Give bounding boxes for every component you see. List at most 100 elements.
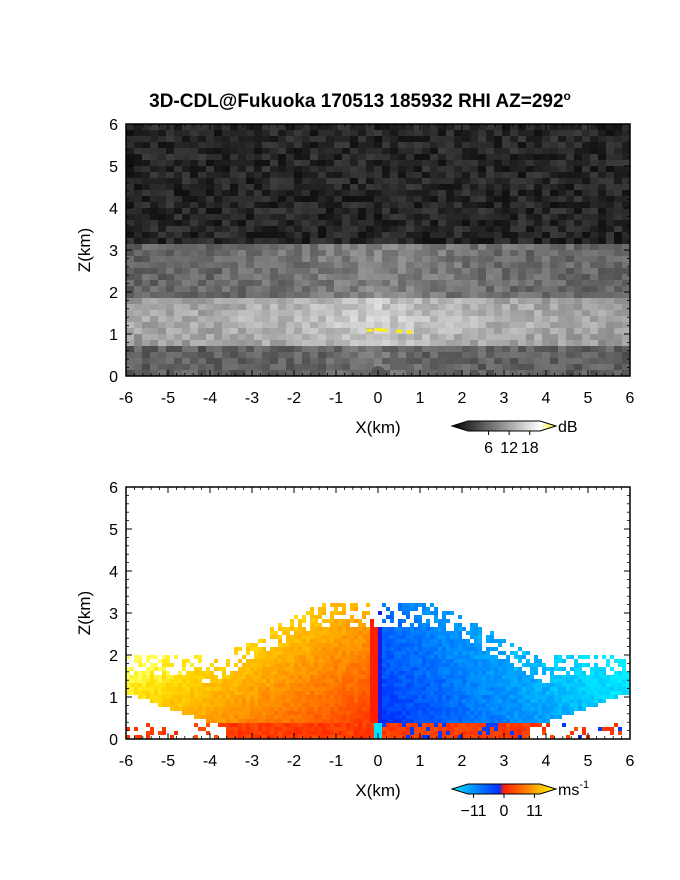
reflectivity-cell <box>510 190 518 196</box>
velocity-cell <box>434 627 438 631</box>
reflectivity-cell <box>374 334 382 340</box>
reflectivity-cell <box>150 238 158 244</box>
velocity-cell <box>430 639 434 643</box>
velocity-cell <box>490 695 494 699</box>
reflectivity-cell <box>518 334 526 340</box>
velocity-cell <box>398 643 402 647</box>
velocity-cell <box>350 647 354 651</box>
reflectivity-cell <box>518 196 526 202</box>
velocity-cell <box>350 707 354 711</box>
velocity-cell <box>586 687 590 691</box>
reflectivity-cell <box>598 208 606 214</box>
reflectivity-cell <box>478 334 486 340</box>
velocity-cell <box>514 703 518 707</box>
velocity-cell <box>314 635 318 639</box>
reflectivity-cell <box>222 268 230 274</box>
reflectivity-cell <box>454 340 462 346</box>
velocity-cell <box>230 679 234 683</box>
velocity-cell <box>434 707 438 711</box>
velocity-cell <box>182 711 186 715</box>
reflectivity-cell <box>566 298 574 304</box>
reflectivity-cell <box>246 232 254 238</box>
reflectivity-cell <box>574 268 582 274</box>
velocity-cell <box>362 667 366 671</box>
velocity-cell <box>306 667 310 671</box>
reflectivity-cell <box>534 298 542 304</box>
velocity-cell <box>250 683 254 687</box>
velocity-cell <box>590 691 594 695</box>
velocity-cell <box>222 695 226 699</box>
reflectivity-cell <box>606 196 614 202</box>
velocity-cell <box>426 659 430 663</box>
reflectivity-cell <box>462 358 470 364</box>
reflectivity-cell <box>230 196 238 202</box>
reflectivity-cell <box>270 292 278 298</box>
velocity-cell <box>254 643 258 647</box>
velocity-cell <box>306 643 310 647</box>
reflectivity-cell <box>534 370 542 376</box>
velocity-cell <box>470 623 474 627</box>
reflectivity-cell <box>398 250 406 256</box>
reflectivity-cell <box>590 346 598 352</box>
velocity-cell <box>606 683 610 687</box>
reflectivity-cell <box>342 352 350 358</box>
velocity-cell <box>386 651 390 655</box>
reflectivity-cell <box>326 142 334 148</box>
reflectivity-cell <box>446 202 454 208</box>
reflectivity-cell <box>350 154 358 160</box>
velocity-cell <box>406 683 410 687</box>
velocity-cell <box>282 667 286 671</box>
reflectivity-cell <box>302 178 310 184</box>
reflectivity-cell <box>294 274 302 280</box>
velocity-cell <box>426 631 430 635</box>
velocity-cell <box>462 643 466 647</box>
velocity-cell <box>562 703 566 707</box>
reflectivity-cell <box>590 196 598 202</box>
velocity-cell <box>278 639 282 643</box>
reflectivity-cell <box>158 172 166 178</box>
reflectivity-cell <box>606 232 614 238</box>
velocity-cell <box>482 675 486 679</box>
velocity-cell <box>450 679 454 683</box>
reflectivity-cell <box>294 130 302 136</box>
reflectivity-cell <box>606 244 614 250</box>
velocity-cell <box>566 691 570 695</box>
velocity-cell <box>434 635 438 639</box>
reflectivity-cell <box>286 226 294 232</box>
reflectivity-cell <box>334 340 342 346</box>
reflectivity-cell <box>406 166 414 172</box>
velocity-cell <box>542 699 546 703</box>
reflectivity-cell <box>206 184 214 190</box>
reflectivity-cell <box>158 274 166 280</box>
velocity-cell <box>318 707 322 711</box>
velocity-cell <box>310 631 314 635</box>
velocity-cell <box>406 671 410 675</box>
reflectivity-cell <box>462 262 470 268</box>
reflectivity-cell <box>358 124 366 130</box>
velocity-cell <box>382 603 386 607</box>
velocity-cell <box>206 699 210 703</box>
reflectivity-cell <box>526 370 534 376</box>
velocity-cell <box>618 679 622 683</box>
velocity-cell <box>462 707 466 711</box>
reflectivity-cell <box>302 148 310 154</box>
reflectivity-cell <box>550 280 558 286</box>
reflectivity-cell <box>510 202 518 208</box>
reflectivity-cell <box>126 340 134 346</box>
velocity-cell <box>362 691 366 695</box>
velocity-cell <box>250 643 254 647</box>
reflectivity-cell <box>502 304 510 310</box>
reflectivity-cell <box>382 358 390 364</box>
velocity-cell <box>330 623 334 627</box>
reflectivity-cell <box>390 328 398 334</box>
velocity-cell <box>442 695 446 699</box>
reflectivity-cell <box>526 262 534 268</box>
reflectivity-cell <box>502 130 510 136</box>
reflectivity-cell <box>126 316 134 322</box>
velocity-cell <box>418 647 422 651</box>
velocity-cell <box>214 703 218 707</box>
velocity-cell <box>550 687 554 691</box>
reflectivity-cell <box>254 214 262 220</box>
reflectivity-cell <box>246 370 254 376</box>
